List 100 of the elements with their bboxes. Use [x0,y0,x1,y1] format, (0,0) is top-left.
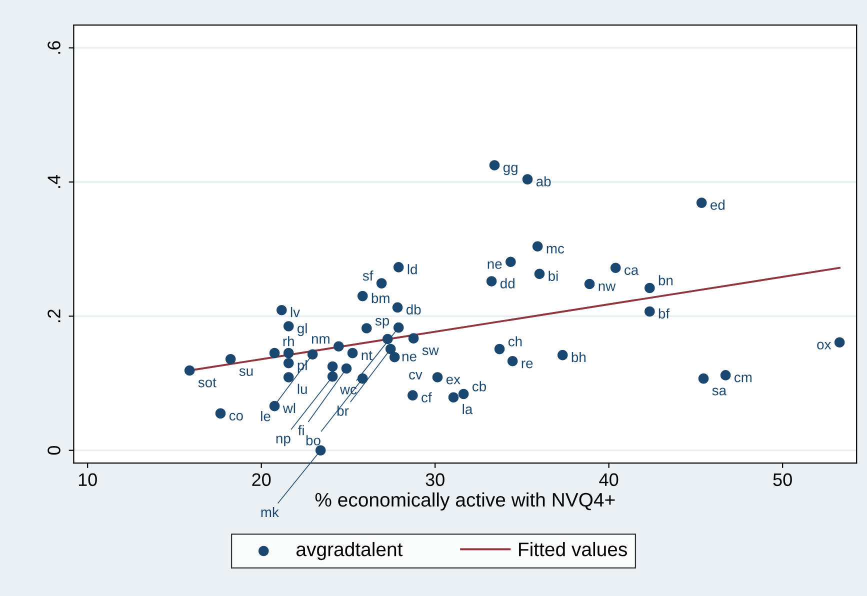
annotation: bh [572,352,586,362]
point [506,256,516,267]
annotation: cm [734,374,752,382]
point [644,306,655,317]
point [347,348,358,358]
x-tick-label: 40 [599,473,618,486]
point [486,276,497,286]
point [334,341,344,352]
annotation: su [239,368,253,376]
point [269,348,280,358]
x-tick-label: 10 [78,473,97,486]
point [385,344,396,354]
point [392,302,403,313]
point [698,373,709,384]
annotation: fi [298,425,304,436]
annotation: sf [362,270,374,281]
point [361,323,372,334]
point [432,372,443,382]
annotation: br [337,406,349,416]
point [393,322,404,333]
annotation: rh [283,336,294,346]
point [341,363,352,374]
annotation: bo [306,435,320,446]
point [494,344,505,354]
annotation: le [261,411,270,422]
annotation: nw [598,283,616,291]
point [283,321,294,332]
annotation: np [276,436,290,446]
annotation: cv [409,372,422,380]
point [357,290,368,302]
point [584,278,595,290]
annotation: la [462,404,473,414]
point [283,358,294,368]
annotation: sp [375,318,390,328]
annotation: bf [658,308,670,319]
point [557,350,568,360]
point [307,349,318,360]
annotation: ca [624,267,639,275]
point [408,333,419,344]
legend-label: Fitted values [519,542,627,556]
annotation: cf [422,392,432,402]
point [448,392,459,402]
point [184,365,195,376]
x-tick-label: 30 [426,473,444,486]
annotation: mk [261,506,279,518]
annotation: mc [546,246,564,254]
annotation: ex [446,376,460,384]
annotation: re [522,360,533,368]
annotation: sa [712,388,727,396]
point [720,370,731,380]
point [522,174,533,184]
annotation: wl [282,402,296,414]
point [225,354,236,364]
annotation: ab [536,176,551,186]
annotation: ch [508,336,522,346]
annotation: sot [198,378,216,388]
point [327,371,338,382]
x-axis-title: % economically active with NVQ4+ [315,492,615,511]
point [644,282,655,294]
point [283,348,294,358]
annotation: gl [298,323,307,336]
x-tick-label: 20 [252,473,271,486]
annotation: ed [710,200,724,210]
point [696,198,707,208]
point [376,278,387,288]
point [215,408,226,419]
annotation: db [406,304,421,315]
y-tick-label: .4 [48,175,60,188]
x-tick-label: 50 [773,473,792,486]
annotation: bi [548,270,558,281]
annotation: dd [500,278,514,288]
legend-label: avgradtalent [296,542,403,560]
point [276,304,287,316]
point [610,262,621,274]
annotation: nt [362,351,372,360]
y-tick-label: .6 [48,41,60,54]
point [458,388,469,400]
point [532,241,543,252]
y-tick-label: 0 [48,446,60,455]
annotation: ne [488,261,502,269]
annotation: sw [422,348,439,356]
point [507,356,518,366]
point [534,268,545,280]
annotation: bn [658,275,673,286]
point [834,337,845,348]
point [393,262,404,272]
y-tick-label: .2 [48,310,60,322]
point [269,400,280,412]
annotation: ld [408,264,417,274]
point [315,445,326,456]
point [327,361,338,372]
annotation: nm [312,336,330,344]
annotation: co [229,412,243,421]
annotation: lv [290,307,300,318]
annotation: bm [372,292,390,304]
point [489,160,500,170]
point [408,390,418,400]
annotation: ne [402,354,416,362]
annotation: cb [472,381,486,392]
annotation: gg [503,164,518,176]
